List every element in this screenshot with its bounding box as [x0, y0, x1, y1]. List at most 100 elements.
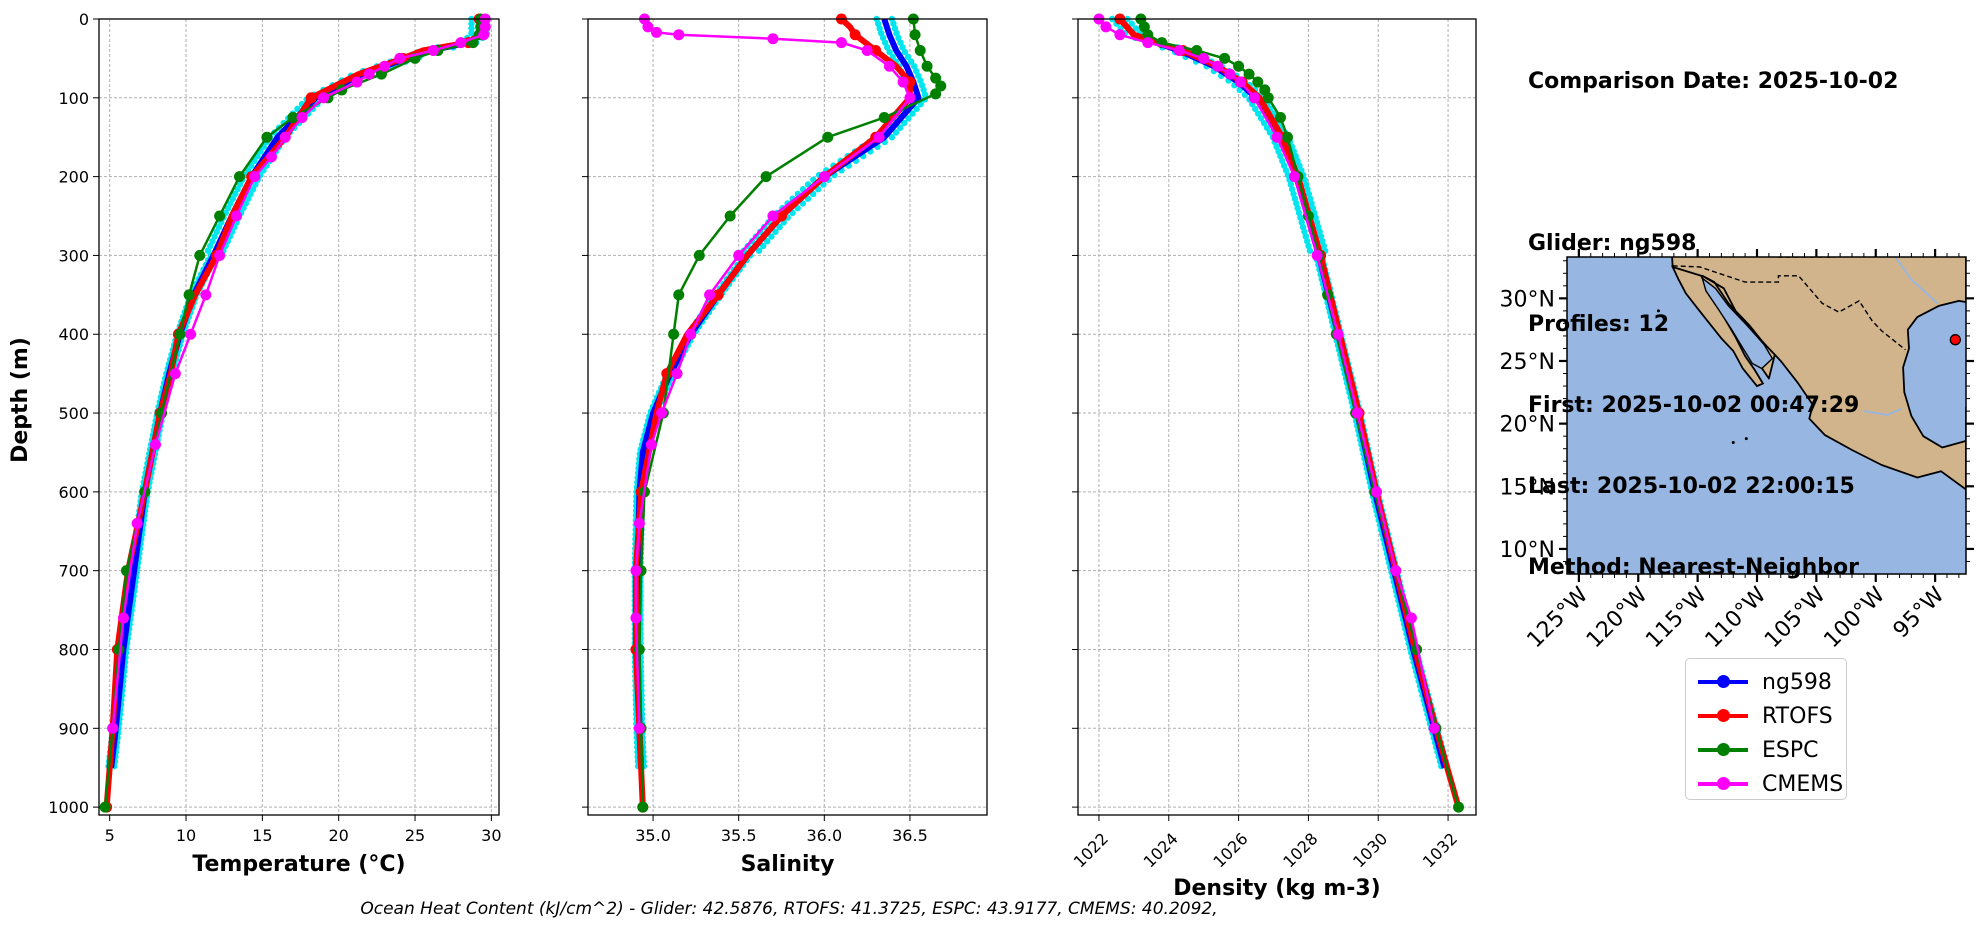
glider-raw-point	[913, 105, 920, 113]
glider-raw-point	[901, 119, 908, 127]
glider-raw-point	[468, 29, 475, 37]
x-tick-label: 10	[176, 826, 196, 845]
cmems-point	[861, 45, 873, 57]
glider-raw-point	[204, 247, 212, 254]
cmems-point	[230, 210, 242, 222]
cmems-point	[835, 37, 847, 49]
cmems-point	[650, 26, 662, 38]
x-tick-label: 5	[105, 826, 115, 845]
cmems-point	[630, 565, 642, 577]
cmems-point	[704, 289, 716, 301]
first-profile-time: First: 2025-10-02 00:47:29	[1528, 393, 1860, 418]
cmems-point	[1224, 68, 1236, 80]
y-tick-label: 200	[58, 168, 89, 187]
cmems-point	[131, 517, 143, 529]
glider-raw-point	[776, 223, 783, 231]
cmems-point	[767, 33, 779, 45]
glider-raw-point	[294, 105, 301, 113]
cmems-point	[1142, 37, 1154, 49]
x-tick-label: 20	[329, 826, 349, 845]
legend-item-rtofs: RTOFS	[1698, 699, 1846, 733]
x-tick-label: 36.0	[807, 826, 843, 845]
land	[1656, 257, 1966, 500]
y-tick-label: 500	[58, 404, 89, 423]
cmems-point	[185, 328, 197, 340]
y-tick-label: 900	[58, 719, 89, 738]
y-tick-label: 700	[58, 562, 89, 581]
mexico-land	[1671, 257, 1966, 500]
espc-point	[1262, 92, 1274, 104]
legend-swatch-espc	[1698, 743, 1748, 756]
cmems-point	[1100, 21, 1112, 33]
cmems-point	[427, 45, 439, 57]
legend-swatch-ng598	[1698, 675, 1748, 688]
glider-raw-point	[899, 44, 906, 51]
espc-point	[1281, 131, 1293, 143]
glider-raw-point	[249, 186, 257, 193]
plot-frame	[98, 18, 500, 816]
espc-point	[1142, 29, 1154, 41]
legend: ng598 RTOFS ESPC CMEMS	[1685, 658, 1847, 800]
x-tick-label: 30	[481, 826, 501, 845]
map-lat-label: 25°N	[1500, 350, 1555, 375]
ng598-series	[634, 18, 922, 768]
cmems-series	[1093, 13, 1440, 734]
cmems-point	[200, 289, 212, 301]
glider-raw-point	[1260, 119, 1268, 127]
temperature-panel: 5 10 15 20 25 30 Temperature (°C) 0 100 200 300 400…	[48, 10, 501, 877]
map-lat-label: 30°N	[1500, 287, 1555, 312]
profile-count: Profiles: 12	[1528, 312, 1670, 337]
cmems-point	[685, 328, 697, 340]
espc-point	[287, 112, 299, 124]
glider-raw-point	[1252, 105, 1259, 113]
glider-raw-point	[1266, 129, 1274, 136]
y-axis	[1072, 18, 1078, 808]
gulf-of-california	[1701, 276, 1774, 370]
espc-point	[914, 45, 926, 57]
x-tick-label: 36.5	[892, 826, 928, 845]
glider-raw-point	[905, 115, 912, 122]
cmems-point	[673, 29, 685, 41]
cmems-series	[630, 13, 916, 734]
rtofs-point	[712, 289, 724, 301]
cmems-point	[317, 92, 329, 104]
glider-raw-point	[232, 190, 239, 198]
cmems-point	[149, 439, 161, 451]
x-tick-label: 1030	[1349, 829, 1391, 871]
cmems-point	[296, 112, 308, 124]
y-tick-label: 300	[58, 246, 89, 265]
glider-raw-point	[884, 44, 891, 51]
cmems-point	[633, 517, 645, 529]
x-axis-label: Temperature (°C)	[192, 852, 405, 877]
cmems-point	[645, 439, 657, 451]
glider-raw-point	[889, 53, 896, 61]
map-lat-label: 10°N	[1500, 538, 1555, 563]
glider-raw-point	[888, 134, 896, 141]
y-tick-label: 400	[58, 325, 89, 344]
glider-raw-point	[896, 124, 904, 131]
cmems-point	[478, 29, 490, 41]
espc-point	[183, 289, 195, 301]
espc-line	[1139, 18, 1460, 808]
espc-point	[637, 801, 649, 813]
cmems-point	[279, 131, 291, 143]
glider-raw-point	[772, 228, 779, 235]
plot-frame	[587, 18, 988, 816]
info-spacer	[1528, 149, 1898, 176]
espc-point	[930, 72, 942, 84]
island	[1744, 437, 1748, 441]
ng598-line	[634, 18, 922, 768]
espc-point	[930, 88, 942, 100]
glider-raw-point	[1254, 110, 1262, 117]
x-tick-label: 1022	[1070, 829, 1112, 871]
cmems-point	[394, 52, 406, 64]
espc-point	[261, 131, 273, 143]
cmems-point	[1288, 171, 1300, 183]
glider-name: Glider: ng598	[1528, 231, 1697, 256]
glider-raw-point	[904, 53, 912, 61]
cmems-point	[904, 92, 916, 104]
glider-raw-point	[901, 48, 909, 56]
espc-point	[99, 801, 111, 813]
cmems-point	[1248, 92, 1260, 104]
legend-item-ng598: ng598	[1698, 665, 1846, 699]
